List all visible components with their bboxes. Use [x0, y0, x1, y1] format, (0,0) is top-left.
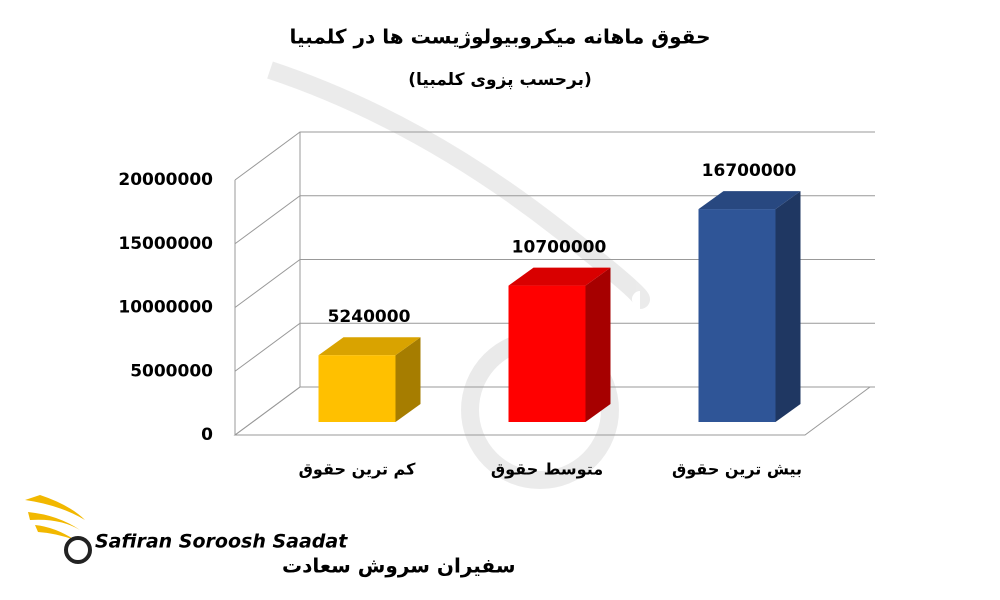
- grid-line: [234, 195, 875, 245]
- bar-top: [318, 337, 421, 356]
- logo-ring: [64, 536, 92, 564]
- bar-side: [585, 267, 611, 422]
- grid-line: [234, 259, 875, 308]
- data-label: 5240000: [328, 307, 411, 327]
- y-tick-label: 5000000: [130, 361, 213, 381]
- data-label: 10700000: [512, 238, 607, 258]
- bar-side: [395, 337, 421, 422]
- data-label: 16700000: [702, 161, 797, 181]
- grid-line: [234, 386, 875, 436]
- grid-line: [234, 131, 875, 181]
- bar: [318, 355, 396, 422]
- y-tick-label: 20000000: [118, 170, 213, 190]
- x-tick-label: کم ترین حقوق: [299, 460, 416, 479]
- logo-wing: [25, 495, 85, 540]
- chart-title: حقوق ماهانه میکروبیولوژیست ها در کلمبیا: [289, 25, 710, 49]
- logo-text-en: Safiran Soroosh Saadat: [95, 531, 348, 553]
- y-tick-label: 0: [201, 425, 213, 445]
- y-tick-label: 10000000: [118, 298, 213, 318]
- bar-top: [698, 191, 801, 210]
- grid-line: [234, 322, 875, 372]
- logo: Safiran Soroosh Saadat سفیران سروش سعادت: [25, 495, 516, 578]
- x-tick-label: متوسط حقوق: [491, 460, 603, 479]
- y-tick-label: 15000000: [118, 234, 213, 254]
- logo-text-fa: سفیران سروش سعادت: [282, 554, 516, 578]
- chart-subtitle: (برحسب پزوی کلمبیا): [408, 70, 591, 90]
- bar: [698, 209, 776, 422]
- x-tick-label: بیش ترین حقوق: [672, 460, 802, 479]
- bar: [508, 285, 586, 422]
- bar-top: [508, 267, 611, 286]
- bar-side: [775, 191, 801, 422]
